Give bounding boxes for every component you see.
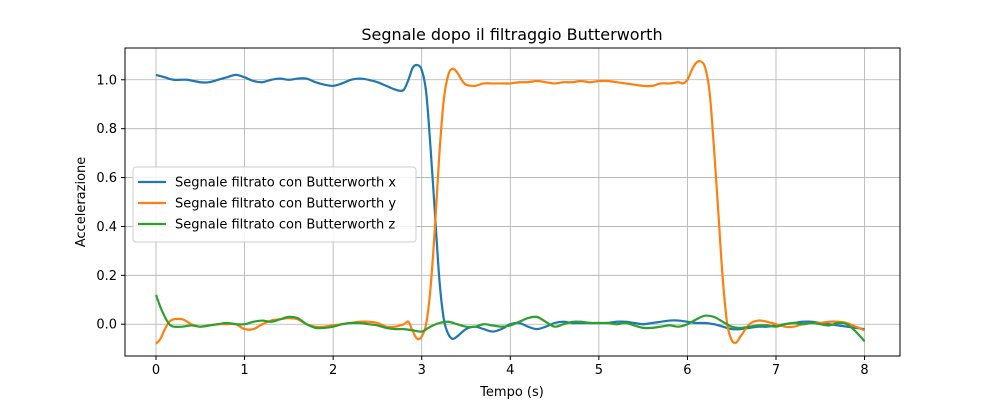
- legend-entry: Segnale filtrato con Butterworth y: [175, 197, 396, 212]
- x-axis-label: Tempo (s): [479, 385, 544, 400]
- x-tick-label: 5: [595, 363, 603, 378]
- chart-title: Segnale dopo il filtraggio Butterworth: [361, 25, 662, 44]
- x-tick-label: 1: [240, 363, 248, 378]
- legend-entry: Segnale filtrato con Butterworth x: [175, 176, 396, 191]
- series-line-3: [154, 294, 866, 343]
- x-tick-label: 4: [506, 363, 514, 378]
- x-tick-label: 0: [152, 363, 160, 378]
- y-tick-label: 0.2: [96, 269, 117, 284]
- axis-ticks: 0 1 2 3 4 5 6 7 8 0.0 0.2 0.4 0.6 0.8 1.0: [96, 73, 868, 378]
- plot-area-frame: [124, 47, 901, 357]
- y-tick-label: 0.8: [96, 122, 117, 137]
- legend-entry: Segnale filtrato con Butterworth z: [175, 218, 395, 233]
- x-tick-label: 3: [418, 363, 426, 378]
- series-lines: [154, 59, 866, 345]
- y-tick-label: 0.6: [96, 171, 117, 186]
- x-tick-label: 8: [860, 363, 868, 378]
- legend: Segnale filtrato con Butterworth x Segnal…: [132, 166, 417, 243]
- y-tick-label: 1.0: [96, 73, 117, 88]
- y-axis-label: Accelerazione: [74, 157, 89, 248]
- x-tick-label: 7: [772, 363, 780, 378]
- x-tick-label: 2: [329, 363, 337, 378]
- y-tick-label: 0.4: [96, 220, 117, 235]
- series-line-1: [155, 63, 865, 341]
- y-tick-label: 0.0: [96, 318, 117, 333]
- x-tick-label: 6: [683, 363, 691, 378]
- legend-box: [132, 166, 417, 243]
